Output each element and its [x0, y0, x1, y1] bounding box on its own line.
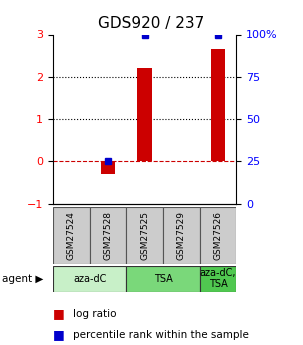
Text: ■: ■	[53, 307, 65, 321]
Bar	[163, 207, 200, 264]
Text: percentile rank within the sample: percentile rank within the sample	[73, 330, 248, 339]
Bar	[200, 266, 236, 292]
Bar	[137, 68, 152, 161]
Text: GSM27529: GSM27529	[177, 211, 186, 260]
Text: GSM27524: GSM27524	[67, 211, 76, 260]
Text: agent ▶: agent ▶	[2, 274, 43, 284]
Bar	[53, 207, 90, 264]
Text: ■: ■	[53, 328, 65, 341]
Text: GSM27528: GSM27528	[104, 211, 112, 260]
Bar	[53, 266, 126, 292]
Text: GSM27525: GSM27525	[140, 211, 149, 260]
Text: GSM27526: GSM27526	[214, 211, 222, 260]
Text: aza-dC,
TSA: aza-dC, TSA	[200, 268, 236, 289]
Bar	[126, 207, 163, 264]
Bar	[90, 207, 126, 264]
Text: aza-dC: aza-dC	[73, 274, 106, 284]
Bar	[126, 266, 200, 292]
Bar	[200, 207, 236, 264]
Text: TSA: TSA	[154, 274, 172, 284]
Text: GDS920 / 237: GDS920 / 237	[98, 16, 205, 30]
Bar	[211, 49, 225, 161]
Text: log ratio: log ratio	[73, 309, 116, 319]
Bar	[101, 161, 115, 174]
